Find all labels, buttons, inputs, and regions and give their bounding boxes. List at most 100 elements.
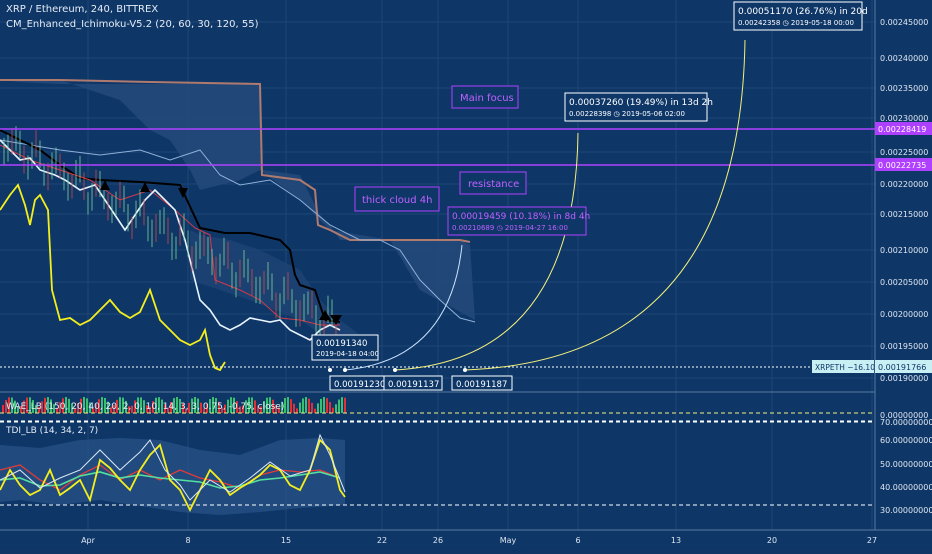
wae-bar xyxy=(173,398,175,413)
wae-bar xyxy=(185,408,187,413)
wae-bar xyxy=(224,404,226,413)
callout1-line1: 0.00051170 (26.76%) in 20d xyxy=(738,7,868,17)
x-tick-label: 27 xyxy=(867,536,877,545)
chikou-line xyxy=(0,183,226,372)
y-tick-label: 0.00200000 xyxy=(880,310,928,319)
wae-bar xyxy=(50,399,52,413)
x-tick-label: 26 xyxy=(433,536,443,545)
wae-bar xyxy=(308,398,310,413)
wae-bar xyxy=(260,406,262,413)
wae-bar xyxy=(152,401,154,413)
wae-bar xyxy=(221,407,223,413)
wae-bar xyxy=(299,402,301,413)
wae-bar xyxy=(218,401,220,413)
wae-bar xyxy=(8,397,10,413)
y-tick-label: 0.00230000 xyxy=(880,114,928,123)
wae-bar xyxy=(284,398,286,413)
symbol-tag: XRPETH −16.10% xyxy=(815,363,882,372)
wae-bar xyxy=(71,403,73,413)
y-tick-label: 0.00205000 xyxy=(880,278,928,287)
wae-bar xyxy=(230,397,232,413)
tdi-band xyxy=(0,438,345,515)
wae-bar xyxy=(62,398,64,413)
x-tick-label: 20 xyxy=(767,536,777,545)
x-tick-label: 22 xyxy=(377,536,387,545)
tdi-rsi-line xyxy=(0,438,346,513)
tdi-label: TDI_LB (14, 34, 2, 7) xyxy=(5,426,98,436)
wae-bar xyxy=(182,403,184,413)
wae-bar xyxy=(131,405,133,413)
callout1-line2: 0.00242358 ◷ 2019-05-18 00:00 xyxy=(738,19,854,27)
wae-bar xyxy=(188,402,190,413)
tdi-rsi-white xyxy=(0,433,346,501)
wae-bar xyxy=(2,404,4,413)
wae-bar xyxy=(251,397,253,413)
wae-bar xyxy=(110,407,112,413)
wae-bar xyxy=(164,404,166,413)
x-tick-label: 6 xyxy=(575,536,580,545)
wae-bar xyxy=(74,408,76,413)
wae-bar xyxy=(38,406,40,413)
wae-bar xyxy=(332,407,334,413)
sell-triangle-1 xyxy=(178,188,188,198)
wae-bar xyxy=(239,406,241,413)
wae-bar xyxy=(155,397,157,413)
indicator-title: CM_Enhanced_Ichimoku-V5.2 (20, 60, 30, 1… xyxy=(6,19,259,30)
wae-bar xyxy=(215,398,217,413)
wae-bar xyxy=(98,399,100,413)
wae-bar xyxy=(266,397,268,413)
wae-bar xyxy=(44,397,46,413)
kijun-line xyxy=(0,129,341,323)
wae-bar xyxy=(92,408,94,413)
box2-label: 0.00191137 xyxy=(388,380,439,390)
wae-bar xyxy=(59,402,61,413)
wae-bar xyxy=(233,397,235,413)
wae-bar xyxy=(290,399,292,413)
wae-bar xyxy=(212,397,214,413)
wae-bar xyxy=(83,397,85,413)
x-tick-label: 13 xyxy=(671,536,681,545)
wae-bar xyxy=(296,408,298,413)
wae-bar xyxy=(5,399,7,413)
wae-bar xyxy=(335,404,337,413)
wae-bar xyxy=(80,398,82,413)
wae-bar xyxy=(95,403,97,413)
wae-bar xyxy=(17,406,19,413)
projection-arc-1 xyxy=(344,244,463,371)
x-tick-label: 15 xyxy=(281,536,291,545)
wae-bar xyxy=(320,398,322,413)
buy-triangle-1 xyxy=(100,180,110,190)
wae-bar xyxy=(341,397,343,413)
wae-bar xyxy=(281,401,283,413)
wae-bar xyxy=(143,400,145,413)
wae-bar xyxy=(275,404,277,413)
wae-bar xyxy=(200,402,202,413)
callout2-line2: 0.00228398 ◷ 2019-05-06 02:00 xyxy=(569,110,685,118)
wae-bar xyxy=(68,398,70,413)
y-tick-label: 0.00215000 xyxy=(880,210,928,219)
wae-bar xyxy=(305,397,307,413)
projection-arc-3 xyxy=(464,39,746,371)
wae-bar xyxy=(32,400,34,413)
level2-tag: 0.00222735 xyxy=(878,161,926,170)
wae-bar xyxy=(314,408,316,413)
wae-bar xyxy=(26,397,28,413)
wae-bar xyxy=(170,401,172,413)
wae-bar xyxy=(137,397,139,413)
callout3-line2: 0.00210689 ◷ 2019-04-27 16:00 xyxy=(452,224,568,232)
wae-bar xyxy=(167,407,169,413)
tenkan-line xyxy=(0,144,340,326)
wae-bar xyxy=(344,397,346,413)
box1-label: 0.00191230 xyxy=(334,380,385,390)
y-tick-label: 0.00210000 xyxy=(880,246,928,255)
wae-bar xyxy=(254,400,256,413)
wae-bar xyxy=(125,400,127,413)
cloud-lower xyxy=(190,230,360,340)
wae-bar xyxy=(194,397,196,413)
wae-bar xyxy=(77,402,79,413)
wae-bar xyxy=(203,408,205,413)
wae-label: WAE_LB (150, 20, 40, 20, 2, 0, 10, 14, 3… xyxy=(6,402,284,412)
wae-bar xyxy=(227,399,229,413)
thick-cloud-label: thick cloud 4h xyxy=(362,195,432,206)
